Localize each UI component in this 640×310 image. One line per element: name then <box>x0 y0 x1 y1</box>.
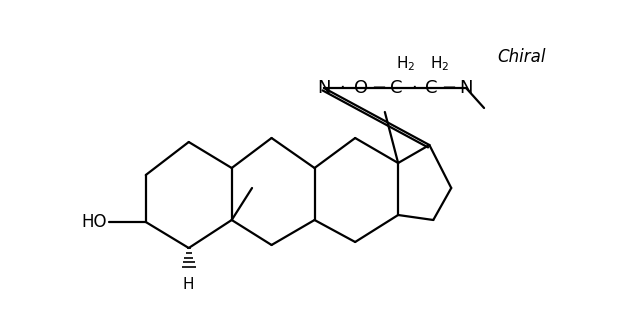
Text: C: C <box>425 79 437 97</box>
Text: H$_2$: H$_2$ <box>396 55 415 73</box>
Text: HO: HO <box>81 213 107 231</box>
Text: C: C <box>390 79 403 97</box>
Text: ·: · <box>411 79 417 97</box>
Text: H: H <box>183 277 195 292</box>
Text: −: − <box>371 79 386 97</box>
Text: −: − <box>441 79 456 97</box>
Text: O: O <box>353 79 368 97</box>
Text: H$_2$: H$_2$ <box>430 55 449 73</box>
Text: Chiral: Chiral <box>497 48 545 66</box>
Text: N: N <box>317 79 331 97</box>
Text: N: N <box>460 79 473 97</box>
Text: ·: · <box>339 79 345 97</box>
